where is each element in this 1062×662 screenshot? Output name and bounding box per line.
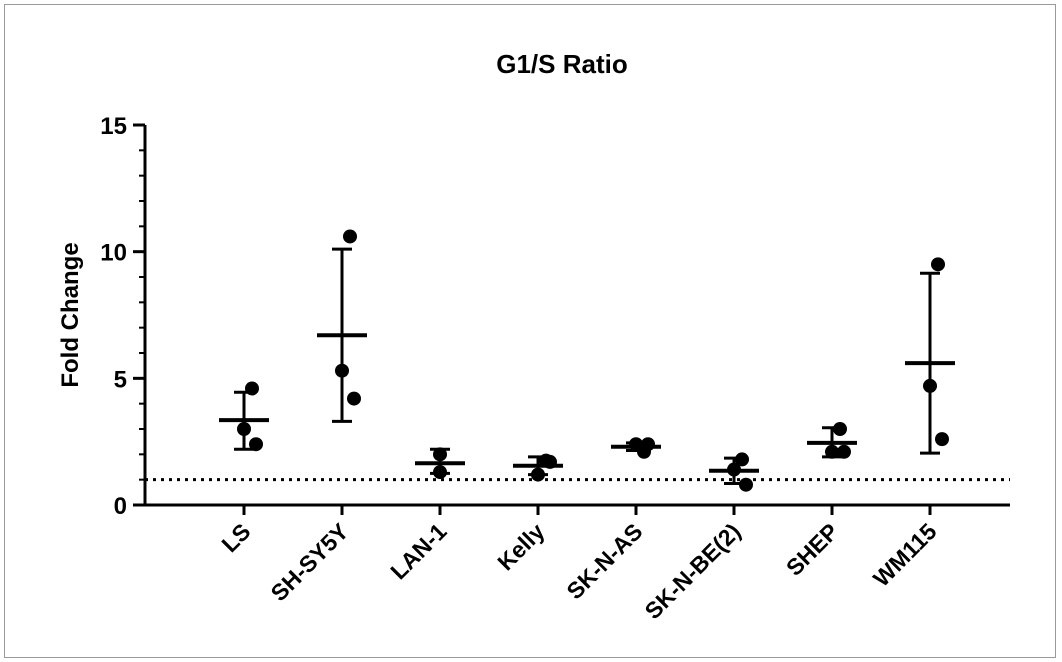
data-point bbox=[543, 454, 557, 469]
data-point bbox=[833, 422, 847, 436]
y-tick-label: 5 bbox=[114, 366, 127, 393]
data-point bbox=[237, 422, 251, 436]
data-point bbox=[739, 477, 753, 492]
y-tick-label: 15 bbox=[100, 113, 127, 140]
x-tick-label: SHEP bbox=[781, 518, 844, 581]
axes: 0 5 10 15 bbox=[100, 113, 1010, 520]
chart-frame bbox=[4, 4, 1056, 658]
data-point bbox=[641, 437, 655, 452]
x-tick-label: SH-SY5Y bbox=[266, 518, 354, 606]
data-point bbox=[335, 363, 349, 378]
data-point bbox=[245, 381, 259, 396]
x-tick-label: Kelly bbox=[492, 518, 549, 575]
data-point bbox=[433, 447, 447, 462]
data-point bbox=[343, 229, 357, 244]
data-point bbox=[837, 444, 851, 459]
x-tick-label: WM115 bbox=[868, 518, 942, 592]
y-axis-label: Fold Change bbox=[57, 242, 84, 387]
data-point bbox=[923, 378, 937, 393]
y-tick-label: 0 bbox=[114, 493, 127, 520]
y-tick-label: 10 bbox=[100, 240, 127, 267]
category-group bbox=[807, 422, 857, 459]
data-point bbox=[935, 432, 949, 447]
data-point bbox=[727, 462, 741, 477]
data-point bbox=[735, 452, 749, 467]
data-point bbox=[629, 437, 643, 452]
category-group bbox=[513, 453, 563, 482]
category-group bbox=[709, 452, 759, 492]
category-group bbox=[219, 381, 269, 452]
x-tick-label: LAN-1 bbox=[385, 518, 451, 584]
data-point bbox=[347, 391, 361, 406]
category-group bbox=[905, 257, 955, 455]
chart-title: G1/S Ratio bbox=[496, 49, 627, 79]
data-marks bbox=[219, 229, 955, 492]
category-group bbox=[611, 437, 661, 459]
data-point bbox=[931, 257, 945, 272]
category-group bbox=[317, 229, 367, 423]
x-tick-label: SK-N-BE(2) bbox=[640, 518, 746, 624]
data-point bbox=[531, 467, 545, 482]
data-point bbox=[249, 437, 263, 452]
x-tick-label: SK-N-AS bbox=[561, 518, 647, 604]
x-tick-label: LS bbox=[216, 518, 255, 557]
data-point bbox=[433, 465, 447, 480]
category-group bbox=[415, 447, 465, 480]
data-point bbox=[825, 444, 839, 459]
